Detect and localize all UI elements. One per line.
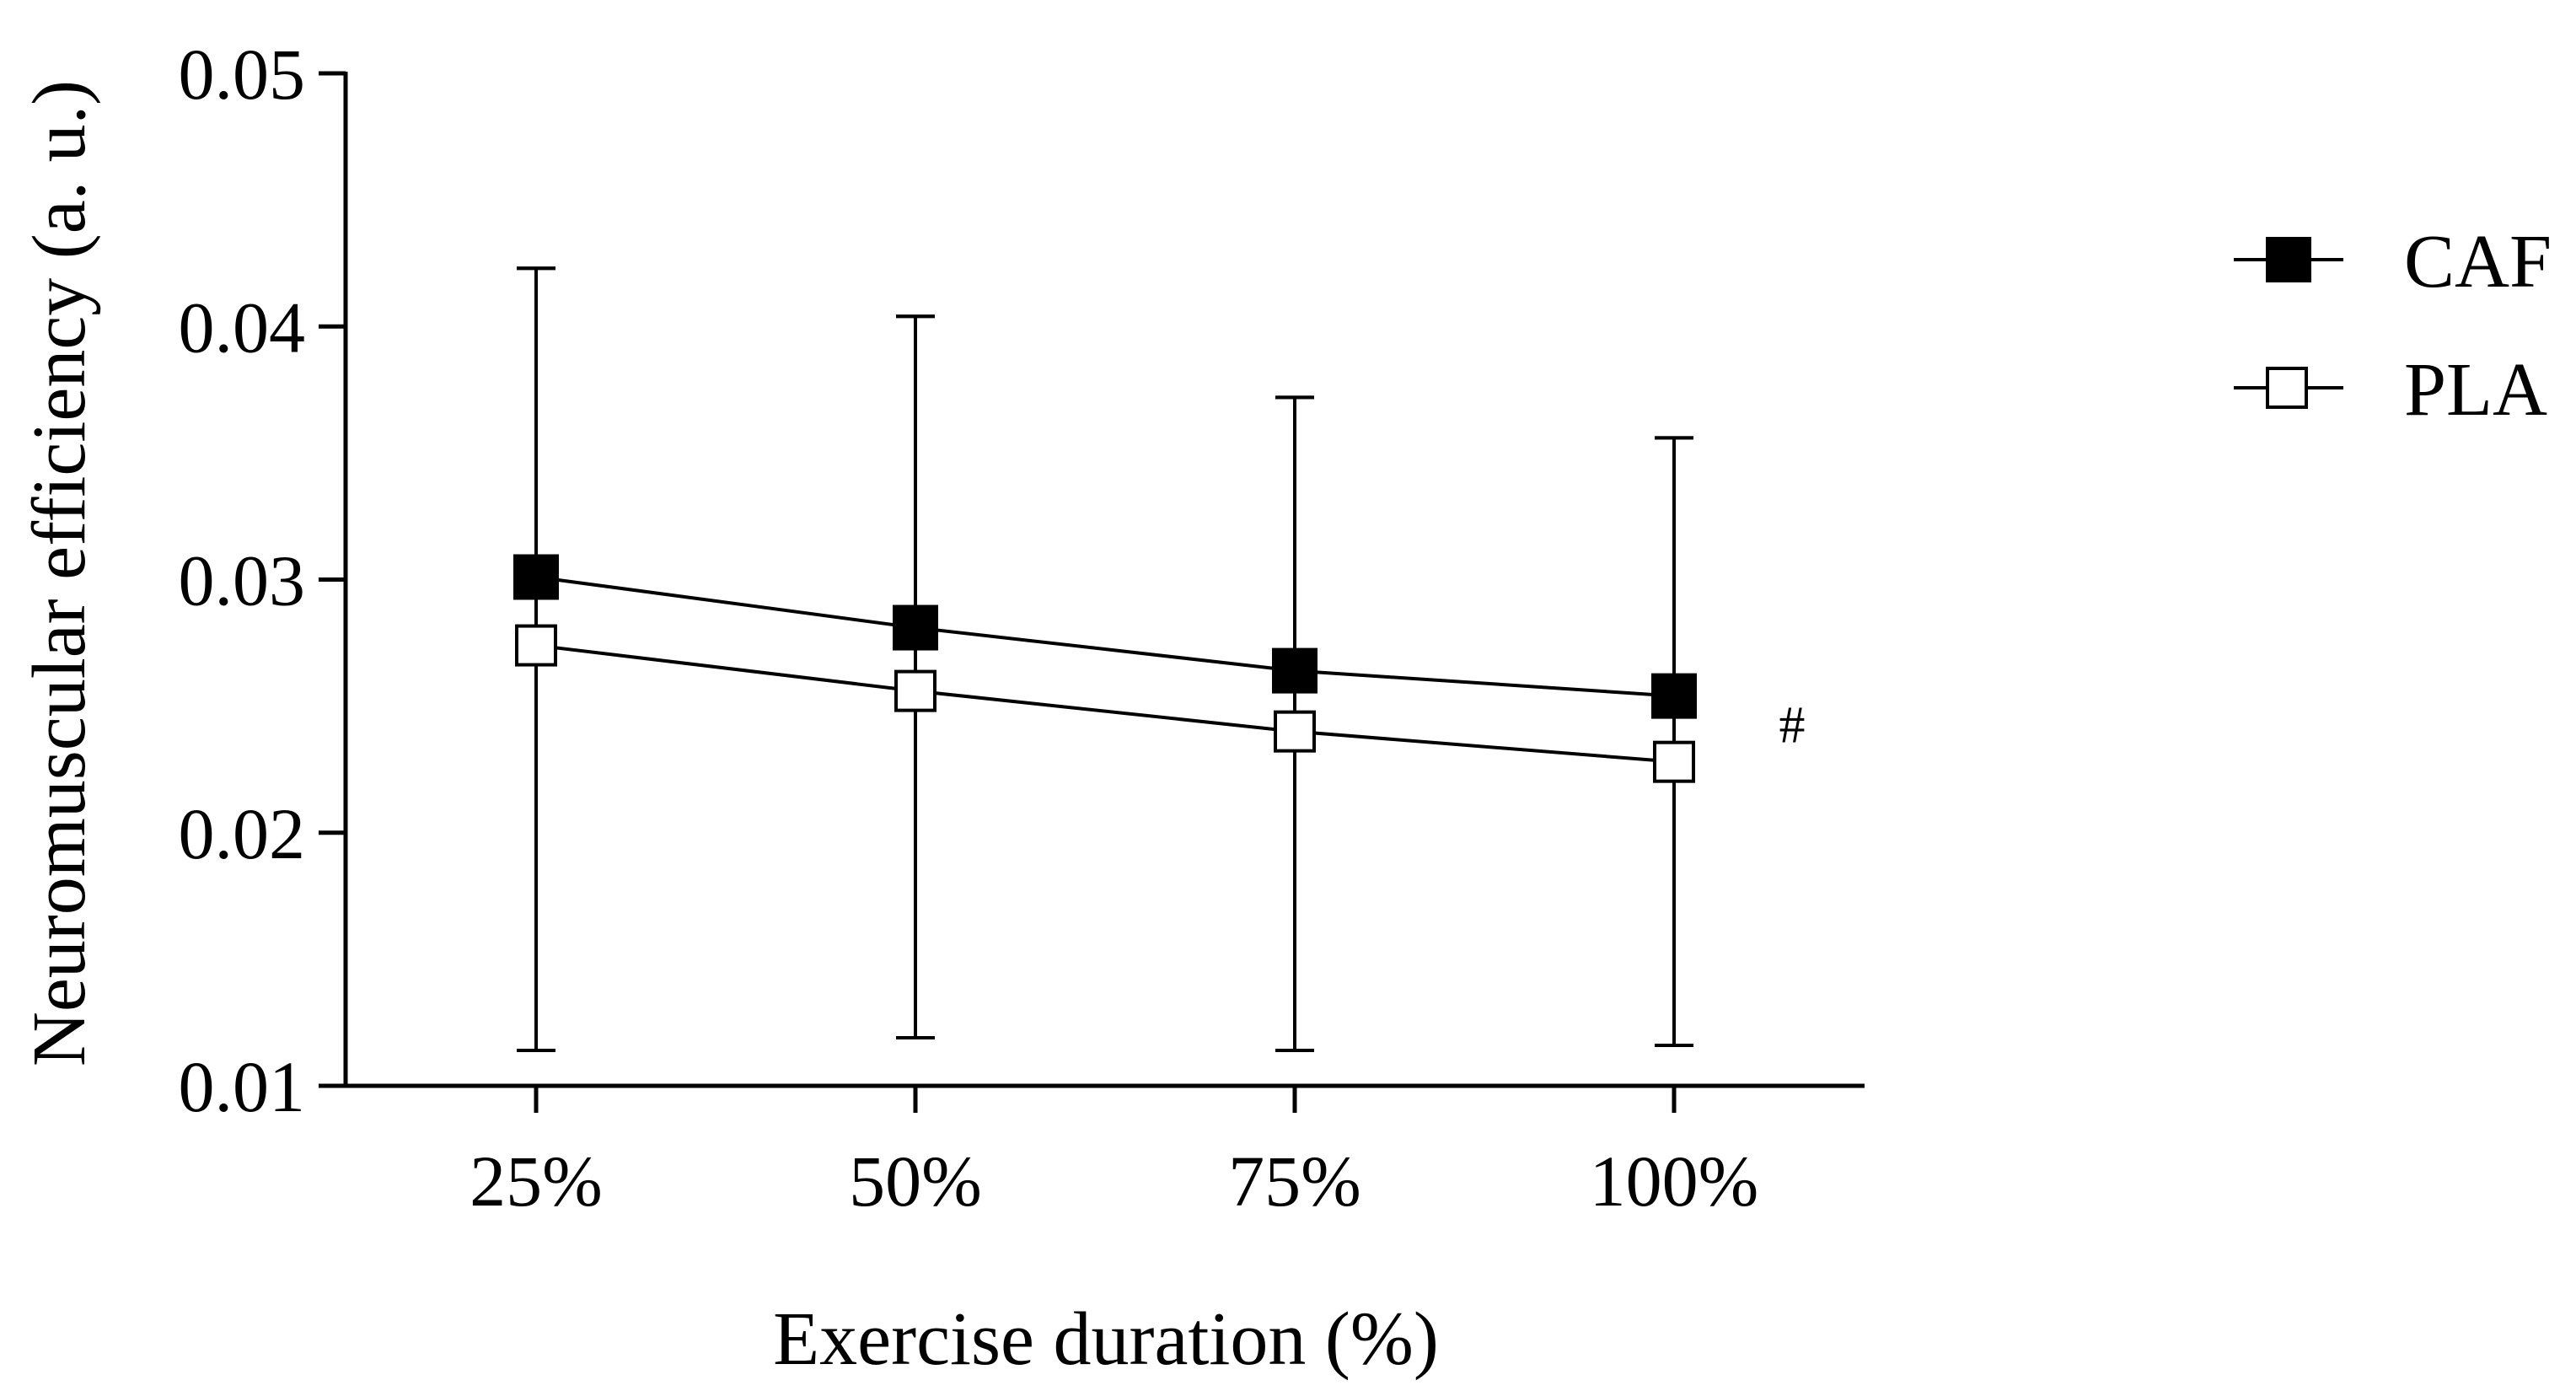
x-tick-label: 75% [1228,1141,1361,1222]
legend-caf-marker [2266,237,2311,282]
y-tick-label: 0.03 [179,540,306,621]
data-point-pla [1653,740,1695,783]
series-line-caf [535,575,1675,698]
y-tick-label: 0.04 [179,287,306,368]
x-axis-title: Exercise duration (%) [773,1297,1439,1381]
data-point-caf [513,554,559,600]
legend-pla-label: PLA [2404,348,2547,432]
y-tick-label: 0.02 [179,793,306,874]
data-point-pla [515,624,557,667]
data-point-pla [1274,710,1316,753]
y-tick-label: 0.01 [179,1046,306,1127]
plot-area: 0.01 0.02 0.03 0.04 0.05 25% 50% 75% 100% # [179,34,1865,1222]
data-point-caf [1651,673,1697,719]
x-tick-label: 100% [1590,1141,1759,1222]
y-tick-label: 0.05 [179,34,306,115]
series-line-pla [535,643,1675,764]
data-point-caf [1272,647,1318,694]
significance-mark: # [1779,697,1806,755]
data-point-pla [894,669,936,712]
legend: CAF PLA [2234,220,2552,432]
x-tick-label: 25% [470,1141,603,1222]
x-tick-label: 50% [849,1141,982,1222]
y-axis-title: Neuromuscular efficiency (a. u.) [18,80,101,1066]
data-point-caf [893,604,938,651]
legend-caf-label: CAF [2404,220,2552,303]
legend-pla-marker [2266,367,2308,409]
